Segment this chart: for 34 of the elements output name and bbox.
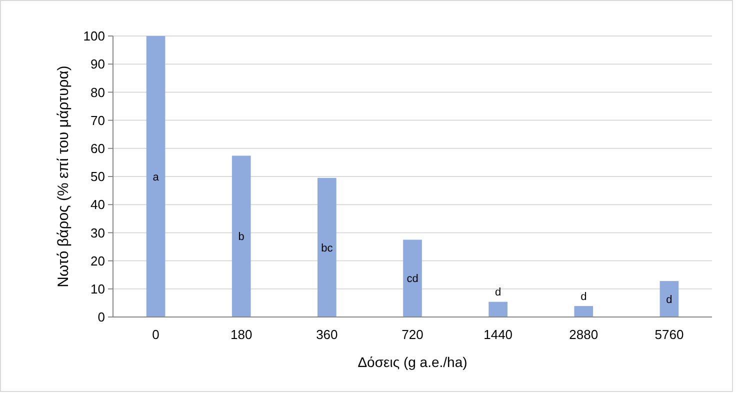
x-axis-title: Δόσεις (g a.e./ha) xyxy=(358,354,468,370)
y-tick-label: 100 xyxy=(83,28,105,44)
y-tick-label: 70 xyxy=(90,112,105,128)
bar xyxy=(488,302,508,317)
data-label: bc xyxy=(321,242,334,254)
bar xyxy=(403,240,422,317)
bar xyxy=(574,306,594,317)
bar xyxy=(318,178,336,317)
y-tick-label: 0 xyxy=(98,310,105,325)
x-tick-label: 0 xyxy=(152,327,160,342)
data-label: cd xyxy=(406,273,418,286)
y-tick-label: 80 xyxy=(90,84,105,100)
x-tick-label: 1440 xyxy=(484,327,513,342)
y-tick-label: 40 xyxy=(90,197,105,212)
x-tick-label: 2880 xyxy=(569,327,598,342)
y-tick-label: 60 xyxy=(90,140,105,156)
bar xyxy=(146,36,166,317)
x-tick-label: 360 xyxy=(316,327,338,342)
bar xyxy=(660,281,679,317)
y-tick-label: 90 xyxy=(90,56,105,72)
y-tick-label: 10 xyxy=(90,281,105,296)
data-label: b xyxy=(238,231,244,244)
y-tick-label: 20 xyxy=(90,253,105,268)
data-label: d xyxy=(666,294,672,306)
y-axis-title: Νωτό βάρος (% επί του μάρτυρα) xyxy=(55,66,72,288)
y-tick-label: 30 xyxy=(90,225,105,240)
y-tick-label: 50 xyxy=(90,169,105,184)
data-label: d xyxy=(580,290,587,303)
bar xyxy=(232,156,251,317)
x-tick-label: 720 xyxy=(402,327,424,342)
x-tick-label: 180 xyxy=(230,327,252,342)
data-label: d xyxy=(495,286,502,299)
data-label: a xyxy=(152,171,160,184)
x-tick-label: 5760 xyxy=(654,327,684,342)
